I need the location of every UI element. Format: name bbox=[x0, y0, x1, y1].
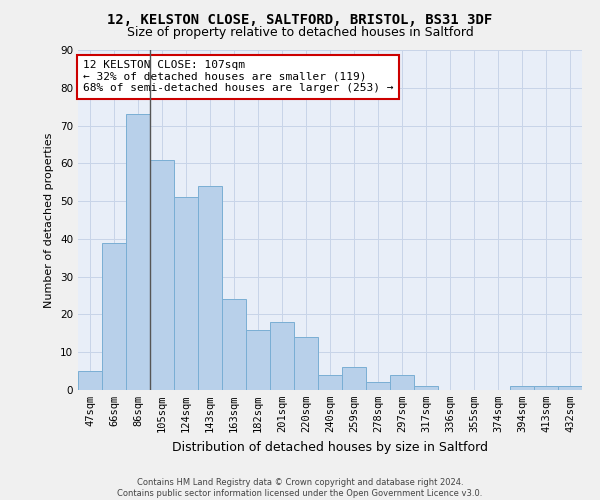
Bar bbox=[246, 330, 270, 390]
Bar bbox=[534, 386, 558, 390]
Bar bbox=[390, 375, 414, 390]
Bar bbox=[270, 322, 294, 390]
Bar bbox=[318, 375, 342, 390]
Bar bbox=[126, 114, 150, 390]
Bar bbox=[294, 337, 318, 390]
Text: 12, KELSTON CLOSE, SALTFORD, BRISTOL, BS31 3DF: 12, KELSTON CLOSE, SALTFORD, BRISTOL, BS… bbox=[107, 12, 493, 26]
Bar bbox=[150, 160, 174, 390]
Text: 12 KELSTON CLOSE: 107sqm
← 32% of detached houses are smaller (119)
68% of semi-: 12 KELSTON CLOSE: 107sqm ← 32% of detach… bbox=[83, 60, 394, 94]
Text: Size of property relative to detached houses in Saltford: Size of property relative to detached ho… bbox=[127, 26, 473, 39]
Bar bbox=[78, 371, 102, 390]
Bar bbox=[510, 386, 534, 390]
Bar bbox=[414, 386, 438, 390]
Bar bbox=[102, 242, 126, 390]
Bar bbox=[366, 382, 390, 390]
Bar bbox=[222, 300, 246, 390]
Bar bbox=[198, 186, 222, 390]
Y-axis label: Number of detached properties: Number of detached properties bbox=[44, 132, 55, 308]
Text: Contains HM Land Registry data © Crown copyright and database right 2024.
Contai: Contains HM Land Registry data © Crown c… bbox=[118, 478, 482, 498]
Bar bbox=[342, 368, 366, 390]
Bar bbox=[558, 386, 582, 390]
X-axis label: Distribution of detached houses by size in Saltford: Distribution of detached houses by size … bbox=[172, 440, 488, 454]
Bar bbox=[174, 198, 198, 390]
